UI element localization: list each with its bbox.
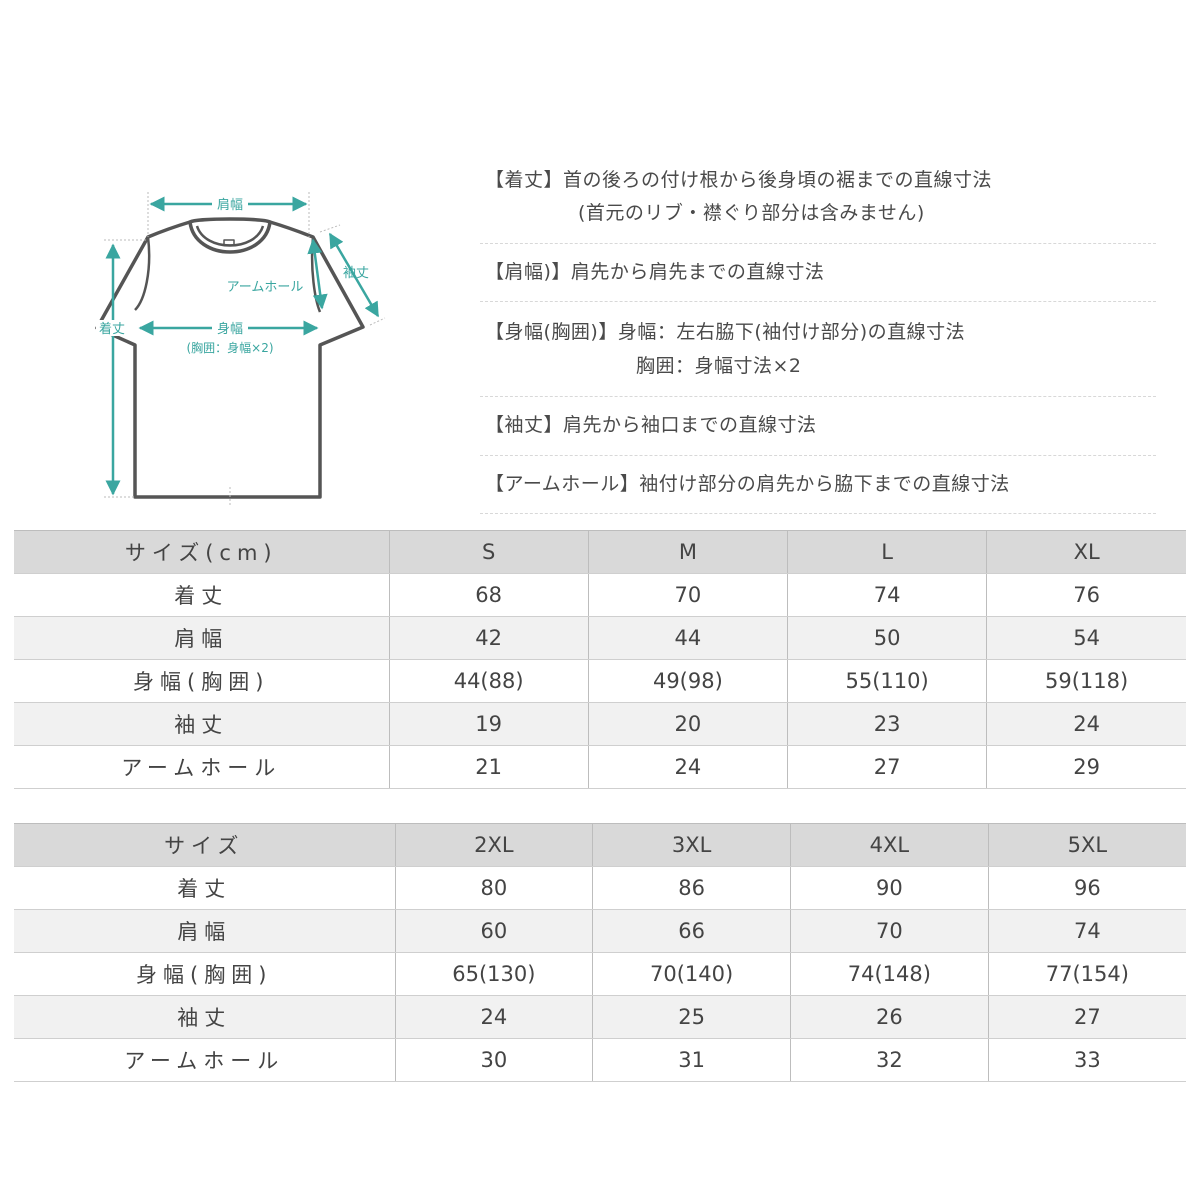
value-cell: XL (986, 530, 1186, 574)
divider (480, 301, 1156, 302)
value-cell: 32 (790, 1038, 989, 1082)
desc-armhole: 【アームホール】袖付け部分の肩先から脇下までの直線寸法 (485, 473, 1010, 495)
value-cell: 19 (388, 702, 589, 746)
value-cell: 74 (987, 909, 1186, 953)
value-cell: 59(118) (986, 659, 1186, 703)
table-row: 身幅(胸囲) 65(130) 70(140) 74(148) 77(154) (14, 952, 1186, 996)
value-cell: 77(154) (987, 952, 1186, 996)
table-row: 着丈 68 70 74 76 (14, 573, 1186, 617)
table-row: アームホール 30 31 32 33 (14, 1038, 1186, 1082)
row-label-cell: アームホール (14, 745, 389, 789)
value-cell: 90 (790, 866, 989, 910)
value-cell: 70 (790, 909, 989, 953)
row-label-cell: 身幅(胸囲) (14, 952, 395, 996)
row-label-cell: 袖丈 (14, 702, 389, 746)
tshirt-measurement-diagram: 肩幅 着丈 袖丈 アームホール 身幅 (胸囲：身幅×2) (95, 192, 386, 507)
table-row: アームホール 21 24 27 29 (14, 745, 1186, 789)
value-cell: 76 (986, 573, 1186, 617)
row-label-cell: 肩幅 (14, 909, 395, 953)
value-cell: 2XL (394, 823, 593, 867)
table-row: 袖丈 24 25 26 27 (14, 995, 1186, 1039)
value-cell: 44(88) (388, 659, 589, 703)
value-cell: 49(98) (587, 659, 788, 703)
value-cell: 65(130) (394, 952, 593, 996)
value-cell: 30 (394, 1038, 593, 1082)
row-label-cell: 着丈 (14, 573, 389, 617)
value-cell: 54 (986, 616, 1186, 660)
row-label-cell: アームホール (14, 1038, 395, 1082)
row-label-cell: 着丈 (14, 866, 395, 910)
table-row: 袖丈 19 20 23 24 (14, 702, 1186, 746)
value-cell: 5XL (987, 823, 1186, 867)
table-row: 肩幅 42 44 50 54 (14, 616, 1186, 660)
row-label-cell: 肩幅 (14, 616, 389, 660)
desc-length: 【着丈】首の後ろの付け根から後身頃の裾までの直線寸法 (485, 169, 993, 191)
sleeve-label: 袖丈 (343, 266, 369, 281)
table-header-row: サイズ 2XL 3XL 4XL 5XL (14, 823, 1186, 867)
size-table-2xl-5xl: サイズ 2XL 3XL 4XL 5XL 着丈 80 86 90 96 肩幅 60 66 70 74 身幅(胸囲… (14, 823, 1186, 1082)
value-cell: 24 (394, 995, 593, 1039)
desc-sleeve: 【袖丈】肩先から袖口までの直線寸法 (485, 414, 817, 436)
chest-note-label: (胸囲：身幅×2) (186, 340, 273, 355)
value-cell: 68 (388, 573, 589, 617)
value-cell: 96 (987, 866, 1186, 910)
value-cell: 24 (587, 745, 788, 789)
value-cell: 86 (592, 866, 791, 910)
value-cell: 70 (587, 573, 788, 617)
value-cell: M (587, 530, 788, 574)
table-header-row: サイズ(cm) S M L XL (14, 530, 1186, 574)
value-cell: 27 (786, 745, 987, 789)
guide-lines (104, 192, 386, 507)
value-cell: 24 (986, 702, 1186, 746)
row-label-cell: 袖丈 (14, 995, 395, 1039)
value-cell: 44 (587, 616, 788, 660)
divider (480, 396, 1156, 397)
value-cell: 31 (592, 1038, 791, 1082)
value-cell: 50 (786, 616, 987, 660)
value-cell: 66 (592, 909, 791, 953)
length-label: 着丈 (99, 321, 125, 337)
value-cell: 80 (394, 866, 593, 910)
value-cell: S (388, 530, 589, 574)
value-cell: 4XL (790, 823, 989, 867)
value-cell: 27 (987, 995, 1186, 1039)
value-cell: 3XL (592, 823, 791, 867)
value-cell: 55(110) (786, 659, 987, 703)
value-cell: 74 (786, 573, 987, 617)
size-table-s-xl: サイズ(cm) S M L XL 着丈 68 70 74 76 肩幅 42 44 50 54 身幅(胸囲) 44… (14, 530, 1186, 789)
row-label-cell: 身幅(胸囲) (14, 659, 389, 703)
sleeve-arrow (328, 232, 380, 318)
desc-chest: 胸囲：身幅寸法×2 (636, 355, 802, 377)
divider (480, 243, 1156, 244)
shoulder-label: 肩幅 (217, 197, 243, 213)
value-cell: L (786, 530, 987, 574)
table-row: 着丈 80 86 90 96 (14, 866, 1186, 910)
row-label-cell: サイズ (14, 823, 395, 867)
value-cell: 26 (790, 995, 989, 1039)
desc-length-note: (首元のリブ・襟ぐり部分は含みません) (578, 202, 925, 224)
value-cell: 33 (987, 1038, 1186, 1082)
value-cell: 25 (592, 995, 791, 1039)
table-row: 肩幅 60 66 70 74 (14, 909, 1186, 953)
value-cell: 20 (587, 702, 788, 746)
armhole-arrow (307, 238, 328, 310)
row-label-cell: サイズ(cm) (14, 530, 389, 574)
value-cell: 74(148) (790, 952, 989, 996)
table-row: 身幅(胸囲) 44(88) 49(98) 55(110) 59(118) (14, 659, 1186, 703)
body-width-label: 身幅 (217, 321, 243, 337)
value-cell: 21 (388, 745, 589, 789)
armhole-label: アームホール (227, 280, 304, 295)
value-cell: 60 (394, 909, 593, 953)
divider (480, 455, 1156, 456)
value-cell: 29 (986, 745, 1186, 789)
desc-body-width: 【身幅(胸囲)】身幅：左右脇下(袖付け部分)の直線寸法 (485, 321, 966, 343)
divider (480, 513, 1156, 514)
value-cell: 70(140) (592, 952, 791, 996)
tshirt-outline (95, 217, 365, 499)
value-cell: 23 (786, 702, 987, 746)
desc-shoulder: 【肩幅)】肩先から肩先までの直線寸法 (485, 261, 825, 283)
value-cell: 42 (388, 616, 589, 660)
